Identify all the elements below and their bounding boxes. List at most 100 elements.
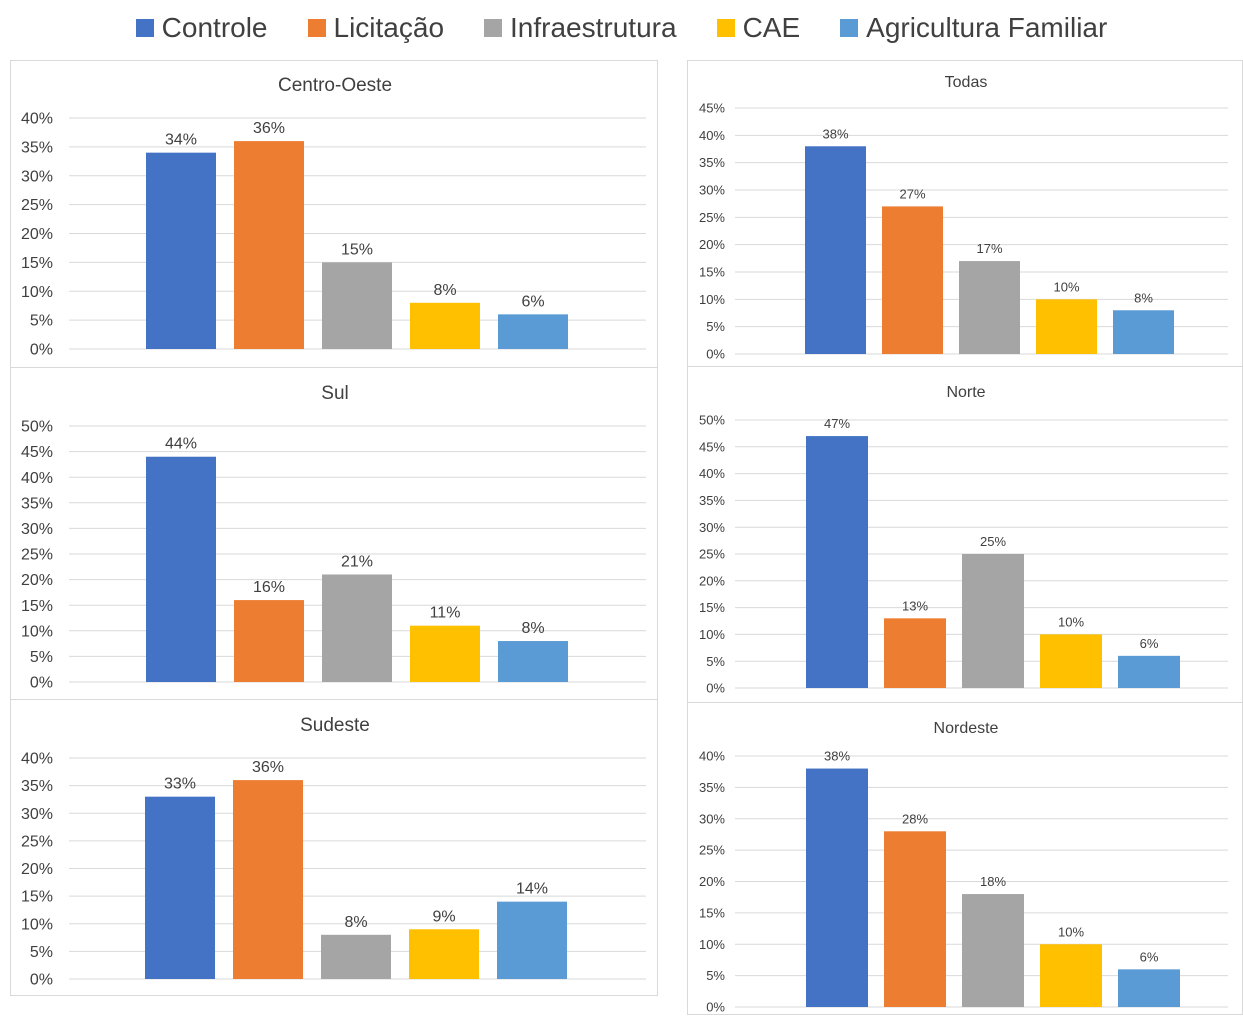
y-tick-label: 30%: [699, 811, 725, 826]
y-tick-label: 30%: [699, 183, 725, 198]
chart-panel-todas: Todas 0% 5% 10% 15% 20% 25% 30% 35% 40% 45% 38% 27% 1…: [687, 60, 1243, 367]
data-label: 13%: [902, 598, 928, 613]
y-tick-label: 25%: [21, 547, 53, 564]
data-label: 10%: [1058, 614, 1084, 629]
data-label: 8%: [433, 282, 456, 299]
legend-swatch: [484, 19, 503, 37]
bar-sul-licita-o: [234, 600, 304, 682]
y-tick-label: 40%: [699, 749, 725, 764]
legend-item: Controle: [135, 12, 268, 44]
legend-label: Infraestrutura: [510, 12, 677, 43]
y-tick-label: 20%: [699, 237, 725, 252]
data-label: 25%: [980, 534, 1006, 549]
legend-label: Licitação: [333, 12, 445, 43]
bar-sudeste-licita-o: [233, 780, 303, 979]
data-label: 15%: [341, 241, 373, 258]
y-tick-label: 10%: [699, 292, 725, 307]
data-label: 38%: [824, 749, 850, 764]
y-tick-label: 0%: [706, 681, 725, 696]
data-label: 28%: [902, 811, 928, 826]
chart-svg-sul: Sul 0% 5% 10% 15% 20% 25% 30% 35% 40% 45% 50% 44% 16%…: [21, 383, 646, 692]
legend-swatch: [135, 19, 154, 37]
chart-panel-nordeste: Nordeste 0% 5% 10% 15% 20% 25% 30% 35% 40% 38% 28% 1…: [687, 702, 1243, 1015]
y-tick-label: 35%: [699, 780, 725, 795]
y-tick-label: 5%: [706, 654, 725, 669]
data-label: 10%: [1053, 279, 1079, 294]
bar-norte-agricultura-familiar: [1118, 655, 1180, 688]
bar-todas-agricultura-familiar: [1113, 310, 1174, 354]
data-label: 8%: [344, 914, 367, 931]
chart-svg-norte: Norte 0% 5% 10% 15% 20% 25% 30% 35% 40% 45% 50% 47% 1…: [699, 384, 1228, 696]
bar-todas-cae: [1036, 299, 1097, 354]
y-tick-label: 40%: [21, 470, 53, 487]
y-tick-label: 35%: [21, 139, 53, 156]
y-tick-label: 15%: [21, 255, 53, 272]
y-tick-label: 0%: [30, 675, 53, 692]
legend-label: Agricultura Familiar: [866, 12, 1108, 43]
y-tick-label: 15%: [21, 598, 53, 615]
bar-nordeste-agricultura-familiar: [1118, 969, 1180, 1007]
y-tick-label: 20%: [699, 874, 725, 889]
y-tick-label: 40%: [21, 111, 53, 128]
data-label: 38%: [822, 126, 848, 141]
data-label: 10%: [1058, 924, 1084, 939]
chart-title: Sul: [321, 383, 348, 404]
y-tick-label: 20%: [21, 861, 53, 878]
y-tick-label: 20%: [21, 226, 53, 243]
y-tick-label: 0%: [30, 972, 53, 989]
bar-sudeste-agricultura-familiar: [497, 901, 567, 979]
data-label: 36%: [253, 120, 285, 137]
legend-swatch: [716, 19, 735, 37]
bar-sudeste-cae: [409, 929, 479, 979]
y-tick-label: 25%: [699, 547, 725, 562]
data-label: 8%: [521, 620, 544, 637]
chart-panel-norte: Norte 0% 5% 10% 15% 20% 25% 30% 35% 40% 45% 50% 47% 1…: [687, 366, 1243, 703]
chart-title: Todas: [945, 74, 988, 91]
chart-svg-sudeste: Sudeste 0% 5% 10% 15% 20% 25% 30% 35% 40% 33% 36% 8%…: [21, 715, 646, 989]
y-tick-label: 15%: [699, 905, 725, 920]
bar-sudeste-controle: [145, 796, 215, 979]
data-label: 34%: [165, 132, 197, 149]
bar-sul-cae: [410, 625, 480, 682]
data-label: 6%: [1140, 636, 1159, 651]
data-label: 17%: [976, 241, 1002, 256]
y-tick-label: 25%: [699, 210, 725, 225]
y-tick-label: 15%: [699, 600, 725, 615]
chart-title: Nordeste: [934, 720, 999, 737]
y-tick-label: 20%: [699, 573, 725, 588]
data-label: 9%: [432, 908, 455, 925]
y-tick-label: 40%: [699, 128, 725, 143]
y-tick-label: 20%: [21, 572, 53, 589]
bar-centro-oeste-licita-o: [234, 141, 304, 349]
data-label: 6%: [1140, 949, 1159, 964]
y-tick-label: 25%: [699, 843, 725, 858]
y-tick-label: 10%: [699, 937, 725, 952]
bar-sul-agricultura-familiar: [498, 641, 568, 682]
legend-label: Controle: [161, 12, 268, 43]
bar-todas-licita-o: [882, 206, 943, 354]
y-tick-label: 45%: [699, 439, 725, 454]
bar-norte-cae: [1040, 634, 1102, 688]
chart-svg-nordeste: Nordeste 0% 5% 10% 15% 20% 25% 30% 35% 40% 38% 28% 1…: [699, 720, 1228, 1015]
y-tick-label: 45%: [21, 444, 53, 461]
y-tick-label: 30%: [21, 521, 53, 538]
data-label: 8%: [1134, 290, 1153, 305]
bar-nordeste-infraestrutura: [962, 894, 1024, 1007]
legend-swatch: [840, 19, 859, 37]
data-label: 16%: [253, 579, 285, 596]
bar-norte-licita-o: [884, 618, 946, 688]
chart-svg-todas: Todas 0% 5% 10% 15% 20% 25% 30% 35% 40% 45% 38% 27% 1…: [699, 74, 1228, 362]
y-tick-label: 0%: [706, 347, 725, 362]
bar-norte-controle: [806, 436, 868, 688]
legend-item: Infraestrutura: [484, 12, 677, 44]
chart-title: Centro-Oeste: [278, 75, 392, 96]
y-tick-label: 40%: [21, 751, 53, 768]
y-tick-label: 35%: [699, 493, 725, 508]
data-label: 18%: [980, 874, 1006, 889]
bar-centro-oeste-infraestrutura: [322, 262, 392, 349]
y-tick-label: 5%: [30, 944, 53, 961]
y-tick-label: 0%: [706, 1000, 725, 1015]
legend-item: CAE: [716, 12, 800, 44]
data-label: 44%: [165, 436, 197, 453]
data-label: 33%: [164, 776, 196, 793]
